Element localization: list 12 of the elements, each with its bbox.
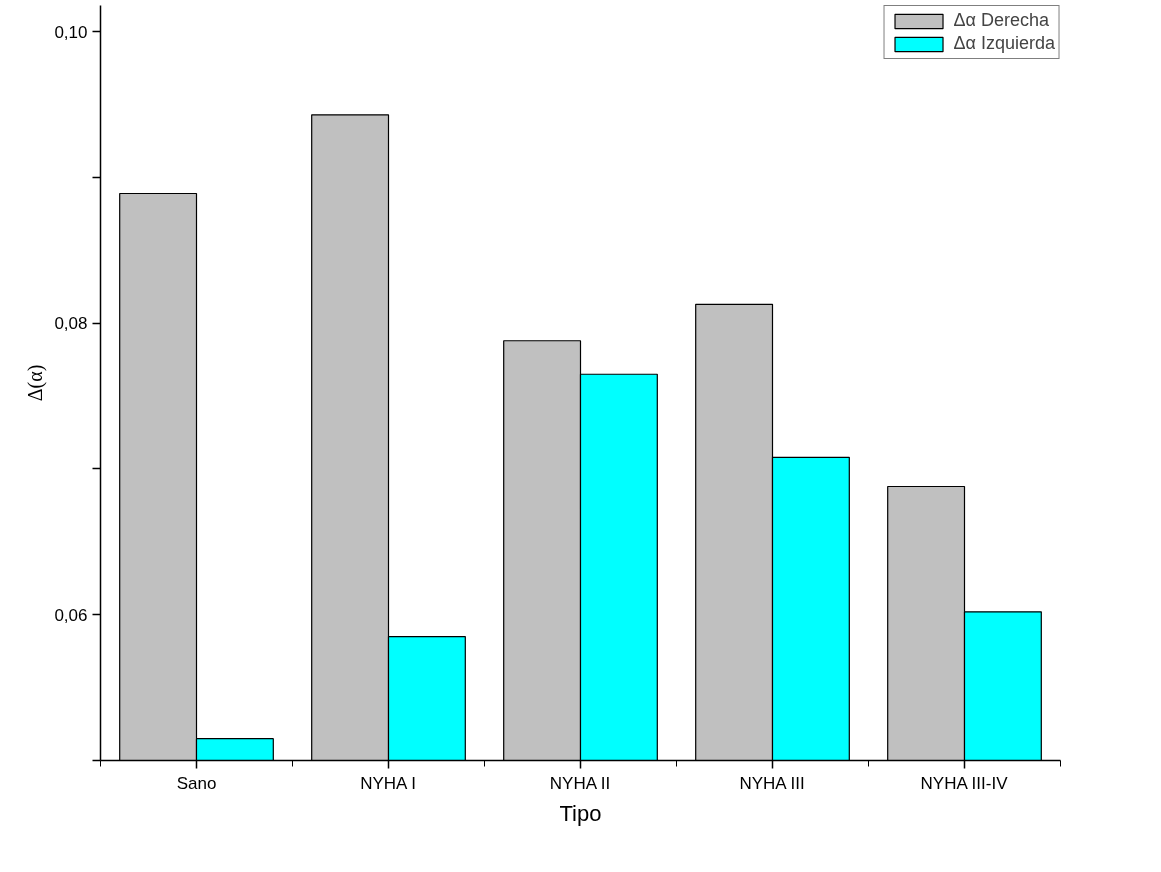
legend-label: Δα Izquierda — [953, 33, 1055, 54]
x-axis-title: Tipo — [559, 800, 602, 826]
x-tick-label: NYHA III-IV — [920, 773, 1009, 793]
x-tick-label: NYHA III — [739, 773, 805, 793]
y-axis-title: Δ(α) — [24, 364, 48, 402]
legend-label: Δα Derecha — [953, 10, 1049, 31]
x-tick-label: Sano — [176, 773, 217, 793]
x-tick-label: NYHA I — [360, 773, 416, 793]
y-tick-label: 0,06 — [54, 605, 88, 625]
x-tick-label: NYHA II — [549, 773, 611, 793]
y-tick-label: 0,10 — [54, 22, 88, 42]
y-tick-label: 0,08 — [54, 314, 88, 334]
